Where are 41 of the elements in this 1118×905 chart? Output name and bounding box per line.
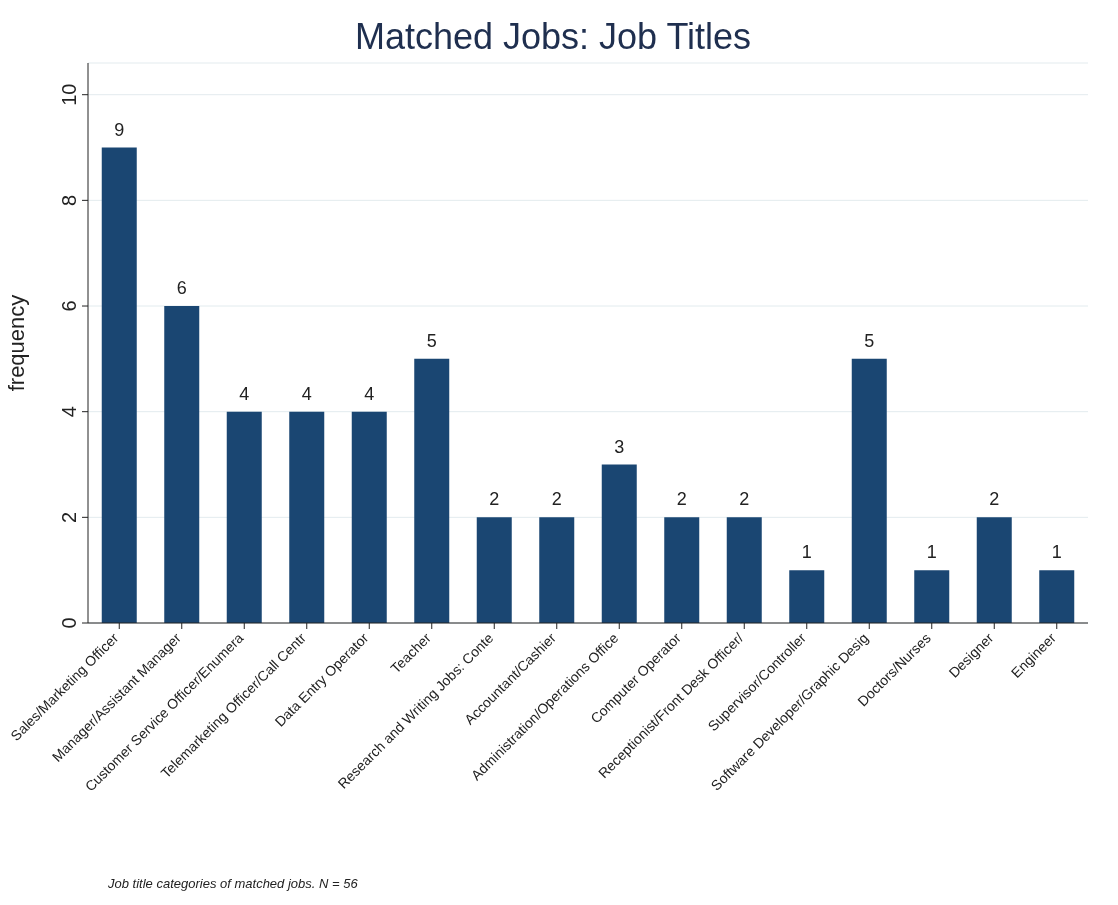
bar (789, 570, 825, 623)
y-tick-label: 0 (58, 617, 80, 629)
bar (476, 517, 512, 623)
data-label: 2 (551, 489, 562, 510)
data-label: 2 (989, 489, 1000, 510)
bar (351, 411, 387, 623)
chart-title: Matched Jobs: Job Titles (353, 16, 753, 58)
y-tick-label: 2 (58, 511, 80, 523)
bar (726, 517, 762, 623)
y-tick-label: 4 (58, 406, 80, 418)
data-label: 3 (614, 436, 625, 457)
bar (1039, 570, 1075, 623)
bar (414, 358, 450, 623)
y-tick-label: 6 (58, 300, 80, 312)
data-label: 4 (301, 383, 312, 404)
data-label: 1 (1051, 542, 1062, 563)
data-label: 5 (864, 330, 875, 351)
bar (851, 358, 887, 623)
bar (914, 570, 950, 623)
y-axis-title: frequency (3, 294, 29, 392)
y-tick-label: 10 (58, 83, 80, 106)
bar (289, 411, 325, 623)
data-label: 9 (114, 119, 125, 140)
data-label: 2 (739, 489, 750, 510)
bar (226, 411, 262, 623)
data-label: 6 (176, 278, 187, 299)
data-label: 1 (926, 542, 937, 563)
bar (101, 147, 137, 623)
y-tick-label: 8 (58, 194, 80, 206)
bar (539, 517, 575, 623)
text: Job title categories of matched jobs. N = 56 (108, 876, 358, 891)
bar (664, 517, 700, 623)
data-label: 1 (801, 542, 812, 563)
data-label: 2 (489, 489, 500, 510)
data-label: 5 (426, 330, 437, 351)
bar (164, 306, 200, 623)
data-label: 4 (239, 383, 250, 404)
bar (601, 464, 637, 623)
bar (976, 517, 1012, 623)
data-label: 2 (676, 489, 687, 510)
data-label: 4 (364, 383, 375, 404)
